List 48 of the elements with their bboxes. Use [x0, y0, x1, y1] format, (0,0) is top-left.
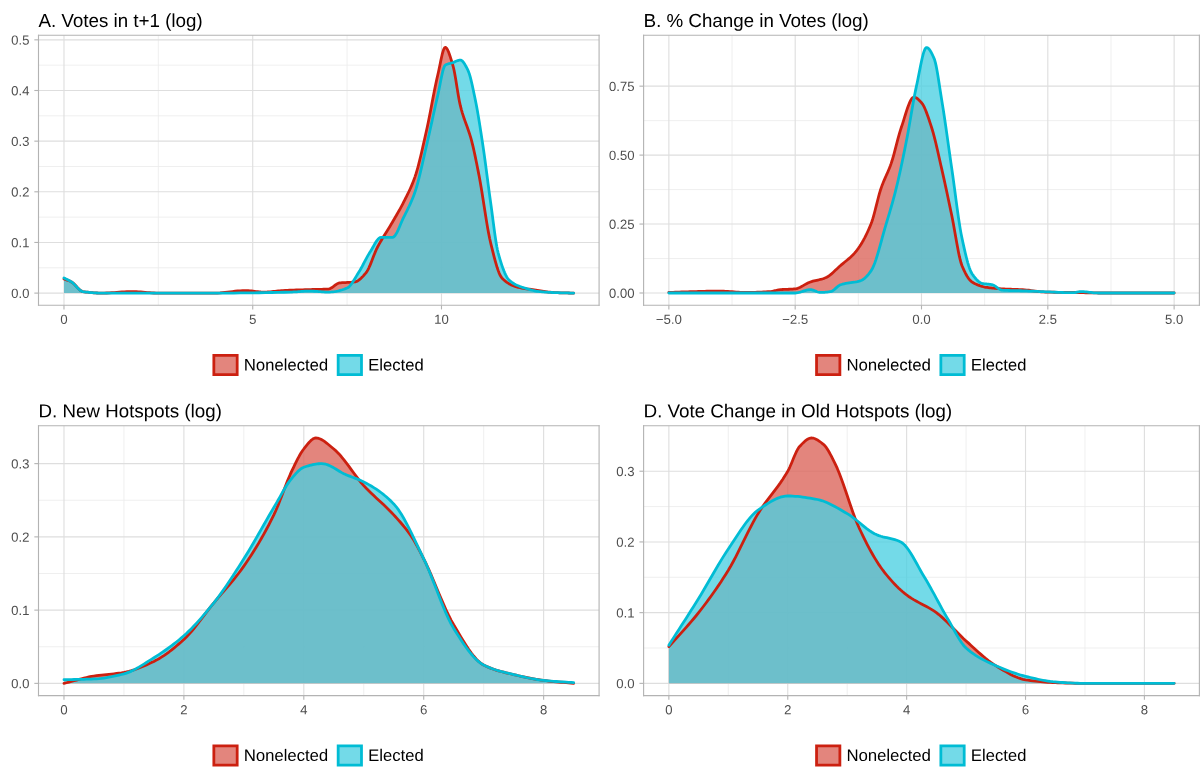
y-tick-label: 0.1: [616, 608, 634, 618]
chart-title: A. Votes in t+1 (log): [38, 13, 202, 31]
y-tick-label: 0.25: [609, 219, 635, 229]
y-tick-label: 0.00: [609, 288, 635, 298]
x-tick-label: 2: [180, 705, 187, 715]
x-tick-label: 10: [435, 314, 449, 324]
chart-title: B. % Change in Votes (log): [645, 13, 868, 31]
legend-label: Elected: [369, 358, 423, 371]
y-tick-label: 0.2: [11, 532, 29, 542]
legend-label: Nonelected: [847, 358, 930, 371]
y-tick-label: 0.50: [609, 150, 635, 161]
y-tick-label: 0.3: [11, 459, 29, 469]
x-tick-label: 5: [249, 314, 256, 324]
x-tick-label: 2.5: [1039, 314, 1057, 324]
x-tick-label: 8: [540, 705, 547, 715]
y-tick-label: 0.5: [11, 35, 29, 45]
y-tick-label: 0.1: [11, 605, 29, 616]
x-tick-label: −5.0: [656, 314, 682, 324]
y-tick-label: 0.0: [616, 678, 635, 689]
legend-label: Elected: [972, 748, 1026, 762]
y-tick-label: 0.2: [11, 187, 29, 197]
y-tick-label: 0.2: [616, 537, 634, 547]
x-tick-label: 0: [665, 705, 673, 715]
legend-label: Nonelected: [245, 748, 328, 762]
y-tick-label: 0.1: [11, 238, 29, 248]
legend-label: Elected: [972, 358, 1026, 371]
legend-label: Nonelected: [245, 358, 328, 371]
x-tick-label: 0: [60, 705, 68, 715]
y-tick-label: 0.4: [11, 86, 30, 96]
x-tick-label: 4: [903, 705, 910, 715]
x-tick-label: 4: [300, 705, 308, 715]
y-tick-label: 0.0: [11, 678, 29, 689]
y-tick-label: 0.3: [616, 466, 634, 477]
y-tick-label: 0.0: [11, 288, 29, 299]
x-tick-label: 2: [784, 705, 791, 715]
x-tick-label: 0.0: [912, 314, 931, 324]
x-tick-label: 5.0: [1165, 314, 1183, 324]
x-tick-label: 6: [1022, 705, 1029, 715]
x-tick-label: 8: [1141, 705, 1148, 715]
chart-title: D. Vote Change in Old Hotspots (log): [645, 403, 951, 422]
x-tick-label: −2.5: [782, 314, 808, 324]
y-tick-label: 0.3: [11, 136, 29, 147]
x-tick-label: 0: [60, 314, 68, 324]
legend-label: Nonelected: [847, 748, 930, 762]
chart-title: D. New Hotspots (log): [40, 403, 221, 422]
y-tick-label: 0.75: [609, 81, 635, 92]
legend-label: Elected: [369, 748, 423, 762]
x-tick-label: 6: [420, 705, 427, 715]
